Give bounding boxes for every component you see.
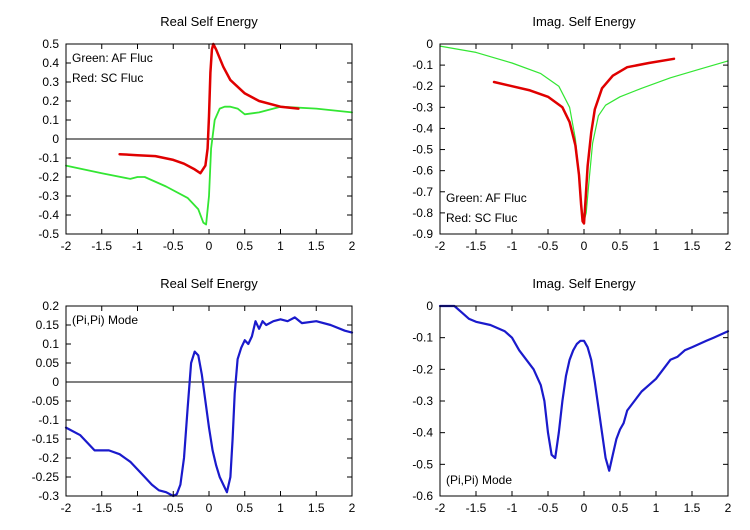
series-line-2 <box>492 57 676 225</box>
y-tick-label: -0.1 <box>412 58 433 72</box>
y-tick-label: -0.6 <box>412 489 433 503</box>
y-tick-label: -0.3 <box>412 100 433 114</box>
legend-entry: (Pi,Pi) Mode <box>72 313 138 327</box>
x-tick-label: -1 <box>132 501 143 515</box>
y-tick-label: 0 <box>426 37 433 51</box>
x-tick-label: -2 <box>435 501 446 515</box>
y-tick-label: -0.1 <box>38 151 59 165</box>
y-tick-label: -0.2 <box>38 451 59 465</box>
x-tick-label: 1 <box>653 501 660 515</box>
x-tick-label: 0 <box>581 239 588 253</box>
series-line-2 <box>118 42 300 175</box>
x-tick-label: 0.5 <box>236 501 253 515</box>
y-tick-label: 0 <box>52 132 59 146</box>
x-tick-label: 1.5 <box>684 501 701 515</box>
x-tick-label: 0 <box>206 239 213 253</box>
plot-frame <box>65 305 353 497</box>
y-tick-label: -0.9 <box>412 227 433 241</box>
x-tick-label: -1 <box>132 239 143 253</box>
x-tick-label: 1 <box>653 239 660 253</box>
y-tick-label: -0.3 <box>38 189 59 203</box>
series-line-1 <box>65 105 353 226</box>
y-tick-label: 0.4 <box>42 56 59 70</box>
y-tick-label: -0.1 <box>38 413 59 427</box>
y-tick-label: -0.5 <box>38 227 59 241</box>
x-tick-label: 0.5 <box>612 239 629 253</box>
x-tick-label: -1.5 <box>91 239 112 253</box>
x-tick-label: 0 <box>581 501 588 515</box>
y-tick-label: 0.15 <box>36 318 60 332</box>
y-tick-label: -0.5 <box>412 457 433 471</box>
legend-entry: Red: SC Fluc <box>72 71 143 85</box>
y-tick-label: 0.5 <box>42 37 59 51</box>
y-tick-label: -0.2 <box>38 170 59 184</box>
x-tick-label: 1.5 <box>684 239 701 253</box>
y-tick-label: -0.4 <box>38 208 59 222</box>
x-tick-label: -1.5 <box>466 501 487 515</box>
legend-entry: Green: AF Fluc <box>72 51 153 65</box>
x-tick-label: -0.5 <box>538 239 559 253</box>
x-tick-label: -1 <box>507 239 518 253</box>
y-tick-label: 0.1 <box>42 113 59 127</box>
y-tick-label: -0.4 <box>412 121 433 135</box>
y-tick-label: -0.3 <box>412 394 433 408</box>
legend-entry: Red: SC Fluc <box>446 211 517 225</box>
x-tick-label: -1 <box>507 501 518 515</box>
x-tick-label: 0.5 <box>612 501 629 515</box>
panel-1: Real Self Energy -2 -1.5 -1 -0.5 0 0.5 1 1.5 2 -0.… <box>38 14 355 253</box>
x-tick-label: 1 <box>277 239 284 253</box>
x-tick-label: 2 <box>349 239 356 253</box>
series-line-1 <box>64 316 354 498</box>
panel-4: Imag. Self Energy -2 -1.5 -1 -0.5 0 0.5 1 1.5 2 -0… <box>412 276 731 515</box>
x-tick-label: 1.5 <box>308 501 325 515</box>
panel-title: Imag. Self Energy <box>532 14 636 29</box>
x-tick-label: 0 <box>206 501 213 515</box>
y-tick-label: 0.1 <box>42 337 59 351</box>
x-tick-label: -1.5 <box>466 239 487 253</box>
panel-2: Imag. Self Energy -2 -1.5 -1 -0.5 0 0.5 1 1.5 2 -0… <box>412 14 731 253</box>
y-tick-label: -0.15 <box>32 432 60 446</box>
series-line-1 <box>438 304 730 472</box>
x-tick-label: 2 <box>725 239 732 253</box>
x-tick-label: -1.5 <box>91 501 112 515</box>
x-tick-label: 1.5 <box>308 239 325 253</box>
y-tick-label: -0.8 <box>412 206 433 220</box>
x-tick-label: 2 <box>349 501 356 515</box>
plot-frame <box>439 305 729 497</box>
y-tick-label: -0.2 <box>412 362 433 376</box>
x-tick-label: -0.5 <box>163 239 184 253</box>
y-tick-label: -0.4 <box>412 426 433 440</box>
x-tick-label: 1 <box>277 501 284 515</box>
y-tick-label: 0 <box>426 299 433 313</box>
y-tick-label: 0.05 <box>36 356 60 370</box>
y-tick-label: -0.05 <box>32 394 60 408</box>
x-tick-label: -0.5 <box>538 501 559 515</box>
y-tick-label: 0.3 <box>42 75 59 89</box>
x-tick-label: -2 <box>61 239 72 253</box>
y-tick-label: -0.5 <box>412 143 433 157</box>
x-tick-label: -2 <box>61 501 72 515</box>
x-tick-label: -0.5 <box>163 501 184 515</box>
panel-3: Real Self Energy -2 -1.5 -1 -0.5 0 0.5 1 1.5 2 -0.… <box>32 276 356 515</box>
x-tick-label: -2 <box>435 239 446 253</box>
y-tick-label: -0.2 <box>412 79 433 93</box>
legend-entry: Green: AF Fluc <box>446 191 527 205</box>
panel-title: Real Self Energy <box>160 276 258 291</box>
panel-title: Imag. Self Energy <box>532 276 636 291</box>
y-tick-label: -0.6 <box>412 164 433 178</box>
y-tick-label: 0 <box>52 375 59 389</box>
y-tick-label: -0.7 <box>412 185 433 199</box>
y-tick-label: 0.2 <box>42 299 59 313</box>
y-tick-label: -0.1 <box>412 331 433 345</box>
x-tick-label: 2 <box>725 501 732 515</box>
x-tick-label: 0.5 <box>236 239 253 253</box>
y-tick-label: 0.2 <box>42 94 59 108</box>
y-tick-label: -0.3 <box>38 489 59 503</box>
y-tick-label: -0.25 <box>32 470 60 484</box>
panel-title: Real Self Energy <box>160 14 258 29</box>
legend-entry: (Pi,Pi) Mode <box>446 473 512 487</box>
